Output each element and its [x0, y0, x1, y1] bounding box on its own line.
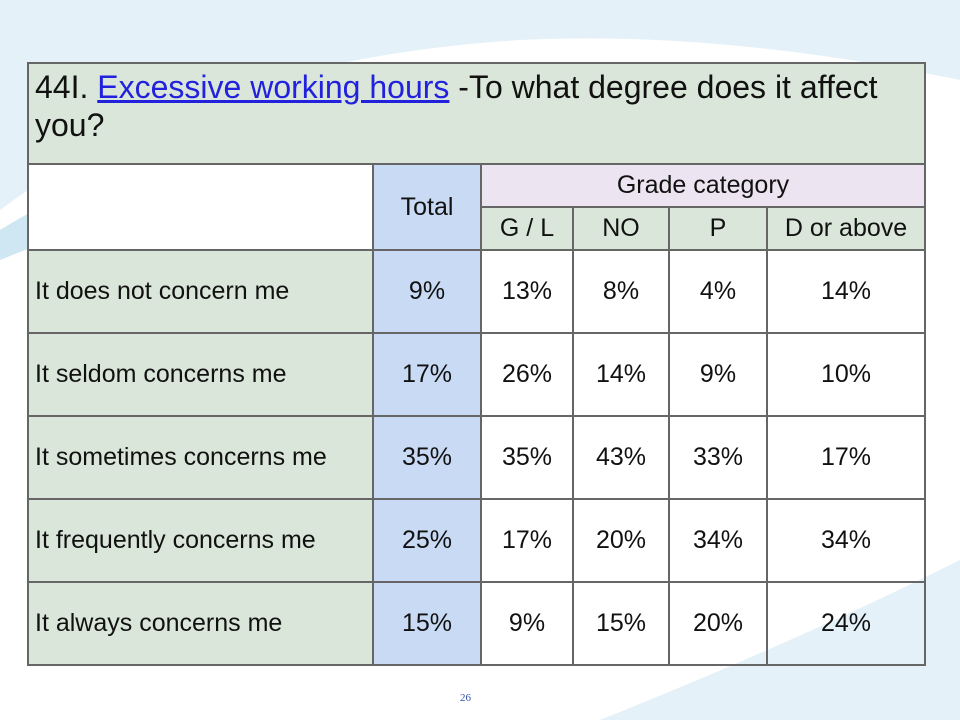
total-cell: 35%: [372, 415, 482, 500]
title-cell: 44I. Excessive working hours -To what de…: [26, 62, 927, 165]
column-header: D or above: [765, 206, 927, 251]
row-label: It frequently concerns me: [27, 498, 374, 583]
table-row: It seldom concerns me 17% 26% 14% 9% 10%: [27, 332, 927, 417]
value-cell: 4%: [668, 249, 768, 334]
row-label: It sometimes concerns me: [27, 415, 374, 500]
value-cell: 17%: [765, 415, 927, 500]
value-cell: 35%: [480, 415, 574, 500]
value-cell: 43%: [572, 415, 670, 500]
value-cell: 17%: [480, 498, 574, 583]
question-number: 44I.: [35, 69, 89, 105]
question: -To what degree does it affect you?: [35, 69, 878, 143]
swoosh: [600, 560, 960, 720]
column-header: P: [668, 206, 768, 251]
value-cell: 10%: [765, 332, 927, 417]
value-cell: 14%: [765, 249, 927, 334]
value-cell: 15%: [572, 581, 670, 666]
page-number: 26: [460, 692, 471, 704]
swoosh: [0, 0, 960, 210]
group-header: Grade category: [479, 163, 927, 208]
value-cell: 20%: [572, 498, 670, 583]
table-row: It does not concern me 9% 13% 8% 4% 14%: [27, 249, 927, 334]
total-cell: 9%: [372, 249, 482, 334]
value-cell: 33%: [668, 415, 768, 500]
value-cell: 20%: [668, 581, 768, 666]
value-cell: 14%: [572, 332, 670, 417]
value-cell: 9%: [668, 332, 768, 417]
value-cell: 9%: [480, 581, 574, 666]
value-cell: 34%: [668, 498, 768, 583]
total-cell: 15%: [372, 581, 482, 666]
value-cell: 26%: [480, 332, 574, 417]
value-cell: 24%: [765, 581, 927, 666]
column-header: NO: [572, 206, 670, 251]
value-cell: 13%: [480, 249, 574, 334]
value-cell: 34%: [765, 498, 927, 583]
value-cell: 8%: [572, 249, 670, 334]
table-row: It always concerns me 15% 9% 15% 20% 24%: [27, 581, 927, 666]
topic: Excessive working hours: [97, 69, 450, 105]
row-label: It always concerns me: [27, 581, 374, 666]
column-header: G / L: [480, 206, 574, 251]
total-header: Total: [372, 163, 482, 251]
table-row: It frequently concerns me 25% 17% 20% 34% 34%: [27, 498, 927, 583]
table-row: It sometimes concerns me 35% 35% 43% 33% 17%: [27, 415, 927, 500]
row-label: It seldom concerns me: [27, 332, 374, 417]
total-cell: 25%: [372, 498, 482, 583]
corner-cell: [27, 163, 374, 251]
total-cell: 17%: [372, 332, 482, 417]
row-label: It does not concern me: [27, 249, 374, 334]
survey-table: 44I. Excessive working hours -To what de…: [26, 62, 927, 666]
